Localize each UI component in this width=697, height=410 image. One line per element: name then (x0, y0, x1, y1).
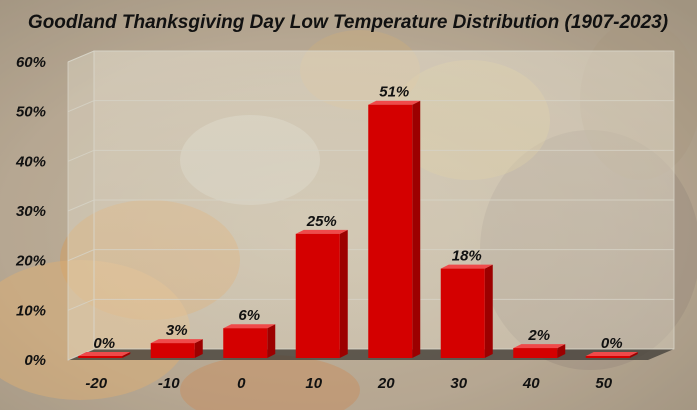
bar (368, 100, 421, 358)
y-tick-label: 60% (16, 54, 46, 71)
y-axis-tick-labels: 0% 10% 20% 30% 40% 50% 60% (15, 54, 46, 369)
gridline (67, 249, 674, 262)
y-tick-label: 20% (15, 253, 46, 270)
bar (150, 339, 203, 358)
x-tick-label: 10 (305, 375, 322, 392)
data-label: 51% (379, 84, 409, 101)
data-label: 0% (601, 335, 623, 352)
data-label: 0% (93, 335, 115, 352)
x-tick-label: -10 (158, 375, 180, 392)
x-axis-tick-labels: -20 -10 0 10 20 30 40 50 (85, 375, 612, 392)
bar (440, 264, 493, 358)
x-tick-label: 20 (377, 375, 395, 392)
bars (78, 100, 638, 358)
x-tick-label: 50 (595, 375, 612, 392)
bar (295, 229, 348, 358)
data-labels: 0% 3% 6% 25% 51% 18% 2% 0% (93, 84, 622, 352)
y-tick-label: 40% (15, 153, 46, 170)
gridline (67, 149, 674, 162)
data-label: 25% (306, 213, 337, 230)
gridline (67, 50, 674, 63)
y-tick-label: 10% (16, 302, 46, 319)
gridline (67, 100, 674, 113)
x-tick-label: -20 (85, 375, 107, 392)
x-tick-label: 0 (237, 375, 246, 392)
bar (513, 344, 566, 358)
x-tick-label: 30 (450, 375, 467, 392)
data-label: 18% (452, 248, 482, 265)
bar (78, 352, 131, 358)
bar (585, 352, 638, 358)
gridline (67, 199, 674, 212)
data-label: 2% (527, 327, 550, 344)
y-tick-label: 0% (24, 352, 46, 369)
bar (223, 324, 276, 358)
chart-title: Goodland Thanksgiving Day Low Temperatur… (28, 12, 668, 33)
data-label: 3% (166, 322, 188, 339)
y-tick-label: 30% (16, 203, 46, 220)
x-tick-label: 40 (522, 375, 540, 392)
y-tick-label: 50% (16, 104, 46, 121)
data-label: 6% (238, 307, 260, 324)
